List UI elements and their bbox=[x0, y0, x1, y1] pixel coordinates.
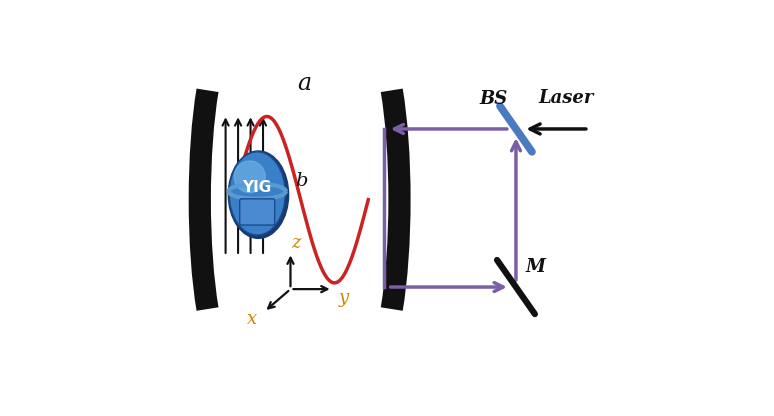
Text: z: z bbox=[292, 234, 301, 253]
Ellipse shape bbox=[228, 151, 289, 238]
Text: x: x bbox=[248, 310, 258, 328]
Text: YIG: YIG bbox=[242, 180, 272, 195]
Ellipse shape bbox=[235, 161, 265, 193]
FancyBboxPatch shape bbox=[240, 199, 275, 225]
Ellipse shape bbox=[229, 152, 286, 235]
Text: M: M bbox=[526, 258, 546, 276]
Text: BS: BS bbox=[479, 90, 507, 108]
Text: b: b bbox=[296, 172, 308, 190]
Text: Laser: Laser bbox=[538, 89, 594, 107]
Text: y: y bbox=[339, 289, 349, 307]
Text: a: a bbox=[296, 72, 311, 95]
